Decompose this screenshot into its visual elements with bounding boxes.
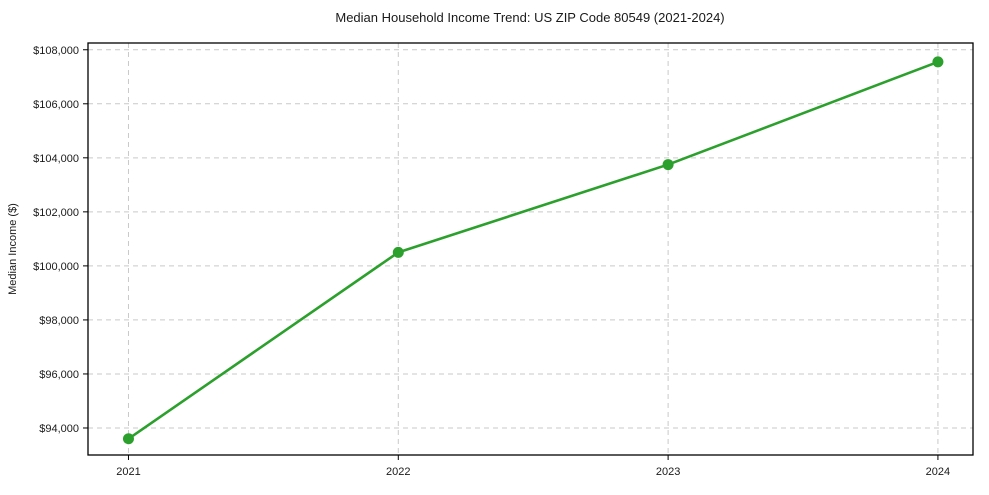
plot-area: $94,000 $96,000 $98,000 $100,000 $102,000 $10…: [33, 42, 974, 478]
y-tick-label: $108,000: [33, 45, 79, 57]
y-tick-label: $98,000: [39, 315, 79, 327]
data-point: [662, 159, 674, 171]
y-axis-label: Median Income ($): [7, 203, 19, 295]
data-point: [392, 246, 404, 258]
y-tick-label: $104,000: [33, 153, 79, 165]
x-tick-label: 2024: [926, 466, 950, 478]
x-tick-label: 2023: [656, 466, 680, 478]
chart-title: Median Household Income Trend: US ZIP Co…: [335, 10, 724, 25]
data-point: [122, 433, 134, 445]
y-tick-label: $106,000: [33, 99, 79, 111]
data-point: [932, 56, 944, 68]
trend-line: [127, 60, 940, 441]
x-tick-label: 2021: [116, 466, 140, 478]
y-tick-label: $94,000: [39, 423, 79, 435]
plot-border: [87, 42, 974, 456]
y-tick-label: $96,000: [39, 369, 79, 381]
y-tick-label: $102,000: [33, 207, 79, 219]
y-tick-label: $100,000: [33, 261, 79, 273]
x-tick-label: 2022: [386, 466, 410, 478]
